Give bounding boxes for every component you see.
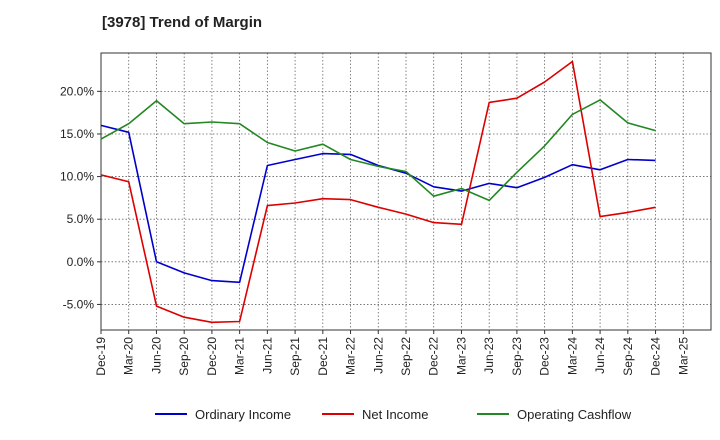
grid-lines bbox=[101, 53, 711, 330]
x-tick-label: Sep-22 bbox=[399, 337, 413, 376]
y-tick-label: 0.0% bbox=[67, 255, 95, 269]
legend-label-net-income: Net Income bbox=[362, 407, 428, 422]
series-lines bbox=[100, 60, 656, 324]
x-tick-label: Mar-25 bbox=[676, 337, 690, 375]
x-tick-label: Jun-21 bbox=[260, 337, 274, 374]
y-axis-ticks: -5.0% 0.0% 5.0% 10.0% 15.0% 20.0% bbox=[60, 84, 101, 311]
x-tick-label: Sep-23 bbox=[510, 337, 524, 376]
x-tick-label: Mar-21 bbox=[233, 337, 247, 375]
legend-label-operating-cashflow: Operating Cashflow bbox=[517, 407, 632, 422]
x-tick-label: Dec-19 bbox=[94, 337, 108, 376]
x-tick-label: Mar-23 bbox=[454, 337, 468, 375]
x-tick-label: Sep-21 bbox=[288, 337, 302, 376]
x-tick-label: Dec-20 bbox=[205, 337, 219, 376]
series-line-ordinary-income bbox=[100, 124, 656, 284]
series-line-net-income bbox=[100, 60, 656, 324]
x-tick-label: Dec-22 bbox=[427, 337, 441, 376]
legend-label-ordinary-income: Ordinary Income bbox=[195, 407, 291, 422]
y-tick-label: 10.0% bbox=[60, 170, 94, 184]
x-tick-label: Jun-20 bbox=[149, 337, 163, 374]
y-tick-label: 15.0% bbox=[60, 127, 94, 141]
x-tick-label: Sep-24 bbox=[621, 337, 635, 376]
y-tick-label: -5.0% bbox=[63, 297, 95, 311]
x-tick-label: Jun-22 bbox=[371, 337, 385, 374]
series-line-operating-cashflow bbox=[100, 99, 656, 202]
x-tick-label: Dec-24 bbox=[649, 337, 663, 376]
x-tick-label: Jun-24 bbox=[593, 337, 607, 374]
x-tick-label: Sep-20 bbox=[177, 337, 191, 376]
chart-title: [3978] Trend of Margin bbox=[102, 14, 263, 31]
y-tick-label: 5.0% bbox=[67, 212, 95, 226]
x-tick-label: Mar-24 bbox=[565, 337, 579, 375]
x-tick-label: Jun-23 bbox=[482, 337, 496, 374]
legend: Ordinary Income Net Income Operating Cashf… bbox=[155, 407, 632, 422]
x-tick-label: Mar-22 bbox=[344, 337, 358, 375]
x-axis-ticks: Dec-19 Mar-20 Jun-20 Sep-20 Dec-20 Mar-21 Jun-… bbox=[94, 330, 690, 376]
y-tick-label: 20.0% bbox=[60, 84, 94, 98]
x-tick-label: Dec-21 bbox=[316, 337, 330, 376]
x-tick-label: Mar-20 bbox=[122, 337, 136, 375]
x-tick-label: Dec-23 bbox=[538, 337, 552, 376]
